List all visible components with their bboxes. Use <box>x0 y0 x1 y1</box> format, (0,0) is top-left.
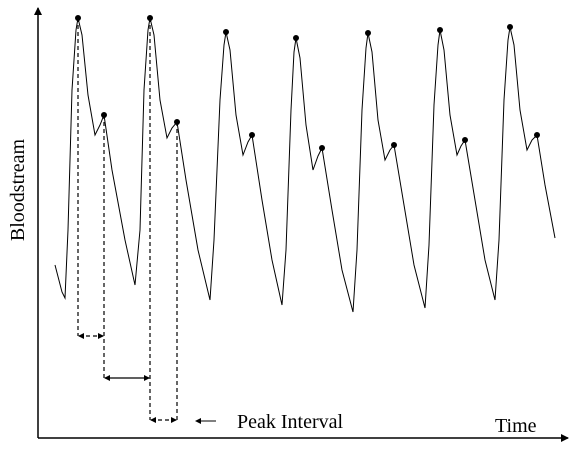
waveform <box>54 17 556 313</box>
peak-dots <box>75 15 540 151</box>
annotation-label: Peak Interval <box>237 411 344 433</box>
interval-arrows <box>78 333 177 423</box>
drop-lines <box>77 18 178 420</box>
y-axis-label: Bloodstream <box>7 138 29 241</box>
x-axis-label: Time <box>495 415 537 437</box>
